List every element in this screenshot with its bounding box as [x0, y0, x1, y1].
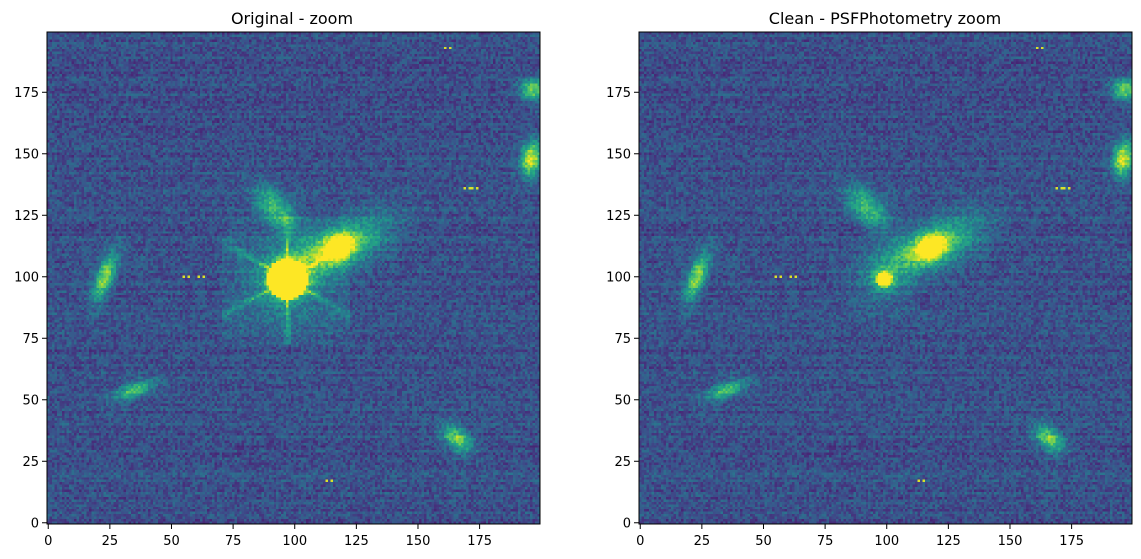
x-tick-label: 50 — [163, 534, 180, 549]
panel-clean: Clean - PSFPhotometry zoom 0 25 50 75 100 125… — [606, 9, 1133, 549]
x-tick-label: 175 — [1059, 534, 1084, 549]
y-tick-label: 75 — [614, 332, 631, 347]
y-tick-label: 0 — [623, 516, 631, 531]
axes-frame — [638, 31, 1133, 525]
y-tick-label: 75 — [22, 332, 39, 347]
x-tick-label: 25 — [694, 534, 711, 549]
x-tick-label: 75 — [817, 534, 834, 549]
x-tick-label: 25 — [102, 534, 119, 549]
y-tick-label: 25 — [22, 455, 39, 470]
panel-title: Original - zoom — [231, 9, 353, 28]
x-tick-label: 150 — [998, 534, 1023, 549]
panel-original: Original - zoom 0 25 50 75 100 125 150 175 0 25 50… — [14, 9, 541, 549]
y-tick-label: 0 — [31, 516, 39, 531]
heatmap-pixels — [639, 32, 1132, 524]
y-tick-label: 150 — [14, 147, 39, 162]
y-tick-label: 100 — [14, 270, 39, 285]
y-tick-label: 50 — [614, 393, 631, 408]
x-tick-label: 125 — [936, 534, 961, 549]
heatmap-image — [47, 32, 540, 524]
x-tick-label: 75 — [225, 534, 242, 549]
y-tick-label: 25 — [614, 455, 631, 470]
y-tick-label: 175 — [14, 86, 39, 101]
x-tick-label: 100 — [874, 534, 899, 549]
x-tick-label: 100 — [282, 534, 307, 549]
x-tick-label: 125 — [344, 534, 369, 549]
x-tick-label: 150 — [406, 534, 431, 549]
x-tick-label: 175 — [467, 534, 492, 549]
panel-title: Clean - PSFPhotometry zoom — [769, 9, 1001, 28]
axes: 0 25 50 75 100 125 150 175 0 25 50 75 100 125 150 175 — [14, 31, 541, 549]
heatmap-pixels — [47, 32, 540, 524]
y-tick-label: 150 — [606, 147, 631, 162]
y-tick-label: 100 — [606, 270, 631, 285]
y-tick-label: 125 — [14, 209, 39, 224]
axes: 0 25 50 75 100 125 150 175 0 25 50 75 100 125 150 175 — [606, 31, 1133, 549]
x-tick-label: 50 — [755, 534, 772, 549]
y-tick-label: 125 — [606, 209, 631, 224]
y-tick-label: 50 — [22, 393, 39, 408]
x-tick-label: 0 — [44, 534, 52, 549]
axes-frame — [46, 31, 541, 525]
y-tick-label: 175 — [606, 86, 631, 101]
heatmap-image — [639, 32, 1132, 524]
x-tick-label: 0 — [636, 534, 644, 549]
